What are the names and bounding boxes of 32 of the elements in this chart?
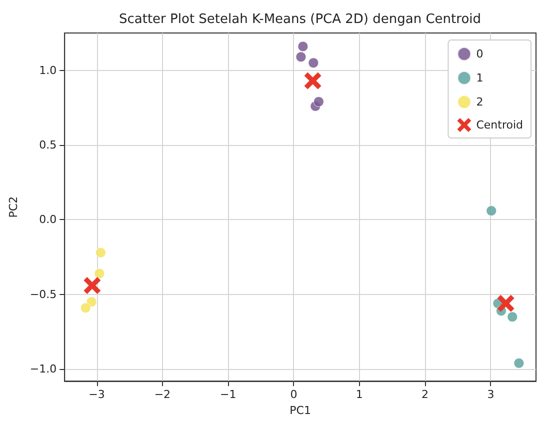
point bbox=[507, 312, 518, 322]
point bbox=[313, 96, 324, 107]
point bbox=[514, 358, 524, 368]
legend-label: 2 bbox=[476, 96, 484, 108]
x-tick-label: 1 bbox=[356, 388, 363, 402]
x-tick-label: −1 bbox=[220, 388, 236, 402]
y-tick-label: 1.0 bbox=[39, 64, 57, 77]
y-axis-title: PC2 bbox=[7, 196, 20, 218]
y-tick-label: −1.0 bbox=[30, 362, 57, 376]
x-axis-title: PC1 bbox=[290, 404, 311, 417]
x-tick-label: 0 bbox=[290, 388, 298, 402]
point bbox=[84, 276, 101, 294]
legend-label: Centroid bbox=[476, 118, 524, 132]
point bbox=[497, 294, 514, 312]
legend-label: 0 bbox=[476, 48, 484, 60]
x-tick-label: 2 bbox=[422, 388, 429, 402]
chart-title: Scatter Plot Setelah K-Means (PCA 2D) dengan Centroid bbox=[118, 12, 482, 27]
point bbox=[296, 52, 306, 62]
y-tick-label: 0.5 bbox=[39, 138, 57, 152]
point bbox=[94, 268, 105, 279]
point bbox=[298, 41, 308, 52]
point bbox=[304, 72, 322, 90]
point bbox=[80, 302, 91, 314]
y-tick-label: 0.0 bbox=[39, 213, 57, 226]
point bbox=[95, 247, 106, 258]
x-tick-label: −3 bbox=[88, 388, 105, 402]
x-tick-label: −2 bbox=[154, 388, 171, 402]
y-tick-label: −0.5 bbox=[30, 288, 57, 301]
legend-label: 1 bbox=[476, 72, 484, 84]
point bbox=[486, 206, 497, 216]
point bbox=[308, 58, 319, 68]
x-tick-label: 3 bbox=[487, 388, 494, 402]
